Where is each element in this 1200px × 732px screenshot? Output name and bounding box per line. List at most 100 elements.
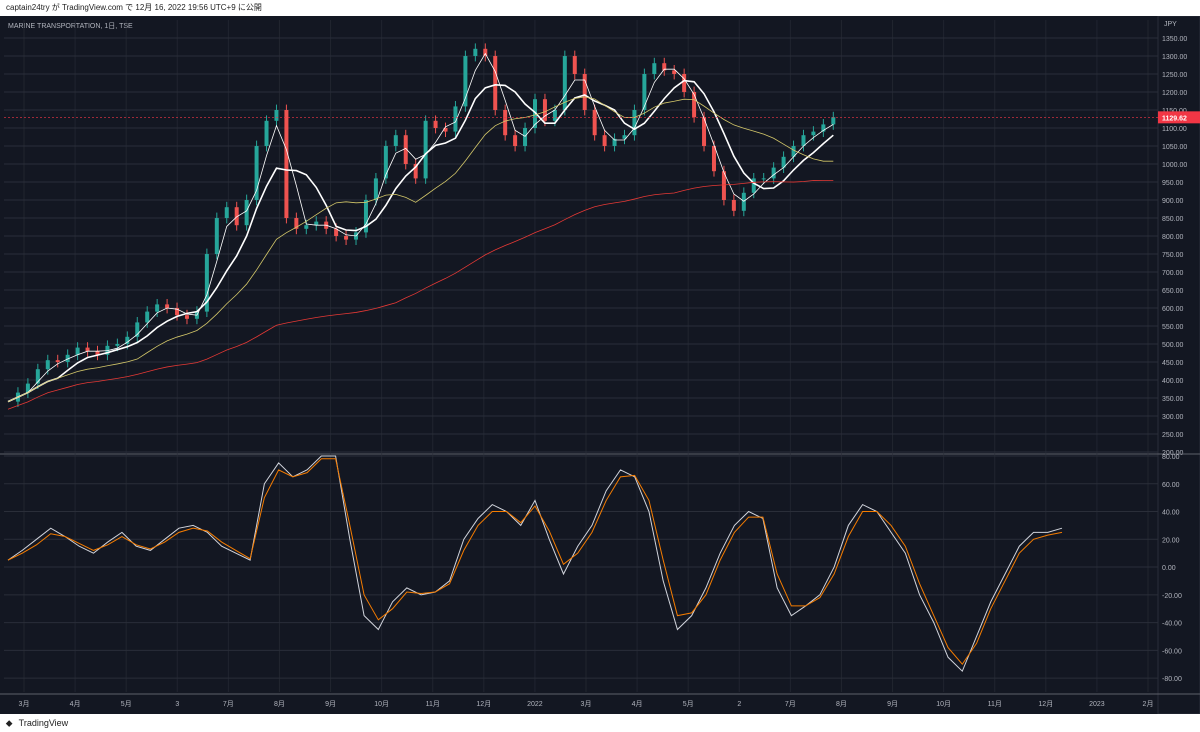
candle-body xyxy=(692,92,697,118)
price-tick-label: 500.00 xyxy=(1162,342,1184,349)
candle-body xyxy=(831,117,836,125)
chart-canvas[interactable]: 1350.001300.001250.001200.001150.001100.… xyxy=(0,16,1200,714)
time-tick-label: 9月 xyxy=(887,700,898,708)
price-tick-label: 350.00 xyxy=(1162,396,1184,403)
chart-background xyxy=(0,16,1200,714)
price-tick-label: 1050.00 xyxy=(1162,144,1187,151)
candle-body xyxy=(244,200,249,226)
candle-body xyxy=(55,360,60,362)
candle-body xyxy=(761,178,766,180)
time-tick-label: 3 xyxy=(175,701,179,708)
candle-body xyxy=(214,218,219,254)
candle-body xyxy=(791,146,796,157)
price-tick-label: 1300.00 xyxy=(1162,54,1187,61)
candle-body xyxy=(35,369,40,384)
candle-body xyxy=(363,200,368,233)
candle-body xyxy=(682,74,687,92)
osc-tick-label: 20.00 xyxy=(1162,537,1180,544)
candle-body xyxy=(184,315,189,319)
candle-body xyxy=(662,63,667,71)
candle-body xyxy=(731,200,736,211)
candle-body xyxy=(264,120,269,146)
candle-body xyxy=(582,74,587,110)
candle-body xyxy=(284,110,289,218)
price-tick-label: 600.00 xyxy=(1162,306,1184,313)
price-tick-label: 450.00 xyxy=(1162,360,1184,367)
candle-body xyxy=(373,178,378,200)
candle-body xyxy=(672,70,677,74)
osc-main-line xyxy=(7,455,1063,673)
time-tick-label: 10月 xyxy=(374,700,389,708)
ma-mid-line xyxy=(7,96,834,402)
candle-body xyxy=(741,192,746,211)
last-price-badge xyxy=(1158,111,1200,124)
candle-body xyxy=(523,128,528,146)
price-tick-label: 750.00 xyxy=(1162,252,1184,259)
candle-body xyxy=(592,110,597,136)
candle-body xyxy=(234,207,239,226)
candle-body xyxy=(483,48,488,56)
candle-body xyxy=(443,128,448,132)
time-tick-label: 9月 xyxy=(325,700,336,708)
candle-body xyxy=(125,336,130,344)
time-tick-label: 12月 xyxy=(1038,700,1053,708)
price-tick-label: 1200.00 xyxy=(1162,90,1187,97)
candle-body xyxy=(115,344,120,346)
time-tick-label: 7月 xyxy=(223,700,234,708)
candle-body xyxy=(542,99,547,121)
price-tick-label: 1100.00 xyxy=(1162,126,1187,133)
candle-body xyxy=(95,351,100,355)
candle-body xyxy=(503,110,508,136)
candle-body xyxy=(562,56,567,110)
time-tick-label: 2 xyxy=(737,701,741,708)
candle-body xyxy=(433,120,438,128)
time-tick-label: 4月 xyxy=(632,700,643,708)
time-tick-label: 7月 xyxy=(785,700,796,708)
candle-body xyxy=(751,178,756,193)
time-tick-label: 2023 xyxy=(1089,701,1105,708)
osc-tick-label: 80.00 xyxy=(1162,454,1180,461)
candle-body xyxy=(403,135,408,164)
time-tick-label: 4月 xyxy=(70,700,81,708)
tradingview-logo-icon: ⬥ xyxy=(6,718,13,728)
price-tick-label: 950.00 xyxy=(1162,180,1184,187)
candle-body xyxy=(294,218,299,229)
candle-body xyxy=(274,110,279,121)
candle-body xyxy=(513,135,518,146)
ma-fast-line xyxy=(7,52,834,402)
candle-body xyxy=(612,138,617,146)
time-tick-label: 5月 xyxy=(121,700,132,708)
osc-tick-label: -20.00 xyxy=(1162,593,1182,600)
candle-body xyxy=(75,347,80,355)
candle-body xyxy=(533,99,537,128)
time-tick-label: 3月 xyxy=(19,700,30,708)
candle-body xyxy=(135,322,140,337)
candle-body xyxy=(344,236,349,240)
candle-body xyxy=(781,156,786,168)
candle-body xyxy=(224,207,229,218)
price-tick-label: 800.00 xyxy=(1162,234,1184,241)
candle-body xyxy=(572,56,577,74)
publish-header: captain24try が TradingView.com で 12月 16,… xyxy=(0,0,1200,16)
osc-tick-label: 60.00 xyxy=(1162,482,1180,489)
candle-body xyxy=(155,304,160,312)
candle-body xyxy=(721,171,726,200)
price-tick-label: 1250.00 xyxy=(1162,72,1187,79)
publish-text: captain24try が TradingView.com で 12月 16,… xyxy=(6,3,262,12)
footer-bar: ⬥ TradingView xyxy=(0,714,1200,732)
price-tick-label: 1000.00 xyxy=(1162,162,1187,169)
price-tick-label: 300.00 xyxy=(1162,414,1184,421)
candle-body xyxy=(65,354,70,362)
price-tick-label: 250.00 xyxy=(1162,432,1184,439)
candle-body xyxy=(493,56,498,110)
candle-body xyxy=(204,254,209,312)
candle-body xyxy=(453,106,458,132)
currency-label: JPY xyxy=(1164,21,1177,28)
price-tick-label: 850.00 xyxy=(1162,216,1184,223)
candle-body xyxy=(25,383,30,393)
candle-body xyxy=(393,135,398,146)
last-price-label: 1129.62 xyxy=(1162,115,1187,122)
candle-body xyxy=(334,228,339,236)
candle-body xyxy=(702,117,707,146)
time-tick-label: 8月 xyxy=(836,700,847,708)
